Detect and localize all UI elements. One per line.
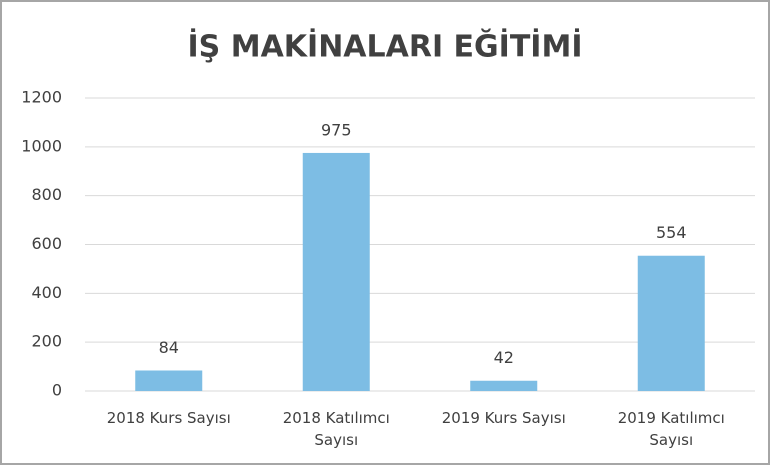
bar [470, 380, 538, 391]
y-tick-label: 600 [31, 234, 62, 253]
data-label: 42 [494, 348, 514, 367]
x-tick-label: 2018 Katılımcı Sayısı [282, 409, 390, 449]
y-tick-label: 800 [31, 185, 62, 204]
y-tick-label: 1200 [21, 88, 62, 107]
bar [135, 370, 203, 391]
y-tick-label: 200 [31, 332, 62, 351]
x-tick-label: 2018 Kurs Sayısı [106, 409, 231, 427]
x-tick-label: 2019 Kurs Sayısı [441, 409, 566, 427]
chart-title: İŞ MAKİNALARI EĞİTİMİ [188, 28, 583, 65]
data-label: 554 [656, 223, 687, 242]
bar [637, 255, 705, 391]
y-tick-label: 0 [52, 381, 62, 400]
data-label: 975 [321, 120, 352, 139]
bar [302, 152, 370, 391]
y-tick-label: 400 [31, 283, 62, 302]
x-tick-label: 2019 Katılımcı Sayısı [617, 409, 725, 449]
data-label: 84 [159, 338, 179, 357]
y-tick-label: 1000 [21, 136, 62, 155]
